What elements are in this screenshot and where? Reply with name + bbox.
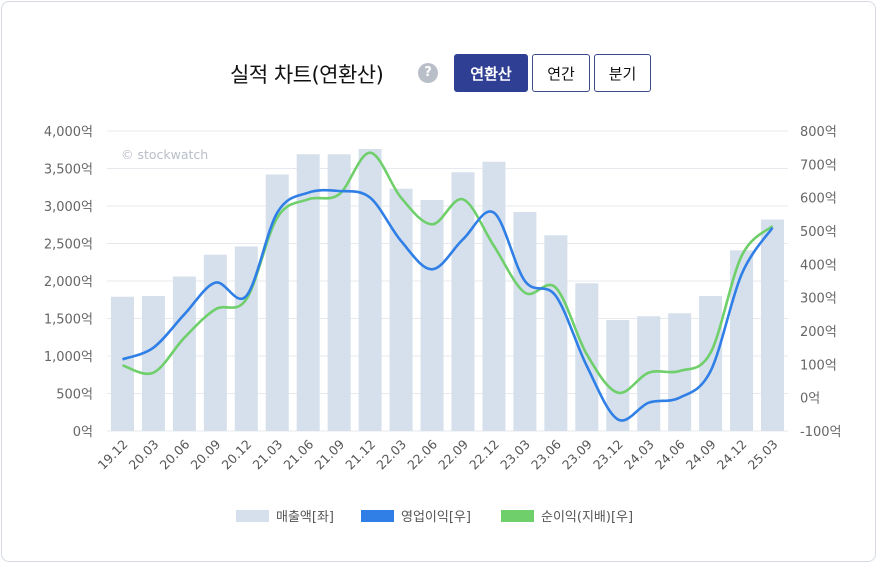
- legend-revenue-swatch: [236, 510, 269, 522]
- x-axis-tick: 22.03: [373, 437, 409, 473]
- x-axis-tick: 24.12: [714, 437, 750, 473]
- x-axis-tick: 22.06: [404, 436, 440, 472]
- legend-operating-profit-swatch: [361, 510, 394, 522]
- revenue-bar: [203, 254, 227, 431]
- left-axis-tick: 500억: [56, 388, 93, 403]
- left-axis-tick: 3,000억: [44, 200, 93, 215]
- revenue-bar: [141, 296, 165, 431]
- revenue-bar: [327, 154, 351, 431]
- revenue-bar: [420, 200, 444, 431]
- revenue-bar: [482, 161, 506, 431]
- x-axis-tick: 22.09: [435, 436, 471, 472]
- revenue-bar: [110, 296, 134, 431]
- revenue-bar: [172, 276, 196, 431]
- x-axis-tick: 20.12: [218, 437, 254, 473]
- revenue-bar: [544, 235, 568, 431]
- x-axis-tick: 24.09: [683, 436, 719, 472]
- legend-net-income-swatch: [501, 510, 534, 522]
- legend-revenue-label: 매출액[좌]: [276, 510, 334, 525]
- x-axis-tick: 21.09: [311, 436, 347, 472]
- help-icon[interactable]: ?: [418, 63, 438, 83]
- revenue-bar: [296, 154, 320, 431]
- legend-operating-profit-label: 영업이익[우]: [401, 510, 471, 525]
- left-axis-tick: 4,000억: [44, 125, 93, 140]
- left-axis-tick: 1,000억: [44, 350, 93, 365]
- right-axis-tick: 700억: [800, 158, 837, 173]
- revenue-bar: [358, 149, 382, 431]
- chart-title: 실적 차트(연환산): [230, 63, 384, 87]
- right-axis-tick: 200억: [800, 325, 837, 340]
- chart-header: 실적 차트(연환산) ? 연환산 연간 분기: [2, 54, 875, 94]
- revenue-bar: [730, 250, 754, 431]
- x-axis-tick: 22.12: [466, 437, 502, 473]
- tab-annualized[interactable]: 연환산: [454, 54, 528, 92]
- x-axis-tick: 20.06: [157, 436, 193, 472]
- revenue-bar: [513, 212, 537, 431]
- x-axis-tick: 21.12: [342, 437, 378, 473]
- revenue-bar: [389, 188, 413, 431]
- x-axis-tick: 24.06: [652, 436, 688, 472]
- left-axis-tick: 0억: [73, 425, 93, 440]
- revenue-bar: [606, 320, 630, 431]
- x-axis-tick: 23.12: [590, 437, 626, 473]
- net-income-line: [122, 151, 774, 395]
- x-axis-tick: 25.03: [745, 437, 781, 473]
- watermark: © stockwatch: [121, 147, 208, 162]
- operating-profit-line: [122, 188, 774, 422]
- right-axis-tick: 0억: [800, 392, 820, 407]
- revenue-bar: [761, 219, 785, 431]
- right-axis-tick: 300억: [800, 292, 837, 307]
- left-axis-tick: 2,500억: [44, 238, 93, 253]
- revenue-bar: [234, 246, 258, 431]
- right-axis-tick: 100억: [800, 358, 837, 373]
- tab-quarterly[interactable]: 분기: [594, 54, 651, 92]
- x-axis-tick: 21.06: [280, 436, 316, 472]
- right-axis-tick: 500억: [800, 225, 837, 240]
- x-axis-tick: 23.09: [559, 436, 595, 472]
- left-axis-tick: 3,500억: [44, 163, 93, 178]
- x-axis-tick: 24.03: [621, 437, 657, 473]
- revenue-bar: [575, 283, 599, 431]
- x-axis-tick: 19.12: [95, 437, 131, 473]
- right-axis-tick: 600억: [800, 192, 837, 207]
- left-axis-tick: 1,500억: [44, 313, 93, 328]
- x-axis-tick: 20.03: [126, 437, 162, 473]
- right-axis-tick: -100억: [800, 425, 841, 440]
- revenue-bar: [699, 296, 723, 431]
- x-axis-tick: 21.03: [249, 437, 285, 473]
- right-axis-tick: 400억: [800, 258, 837, 273]
- left-axis-tick: 2,000억: [44, 275, 93, 290]
- x-axis-tick: 20.09: [188, 436, 224, 472]
- x-axis-tick: 23.06: [528, 436, 564, 472]
- revenue-bar: [451, 172, 475, 431]
- x-axis-tick: 23.03: [497, 437, 533, 473]
- legend-net-income-label: 순이익(지배)[우]: [541, 510, 633, 525]
- right-axis-tick: 800억: [800, 125, 837, 140]
- tab-annual[interactable]: 연간: [532, 54, 590, 92]
- revenue-bar: [265, 174, 289, 431]
